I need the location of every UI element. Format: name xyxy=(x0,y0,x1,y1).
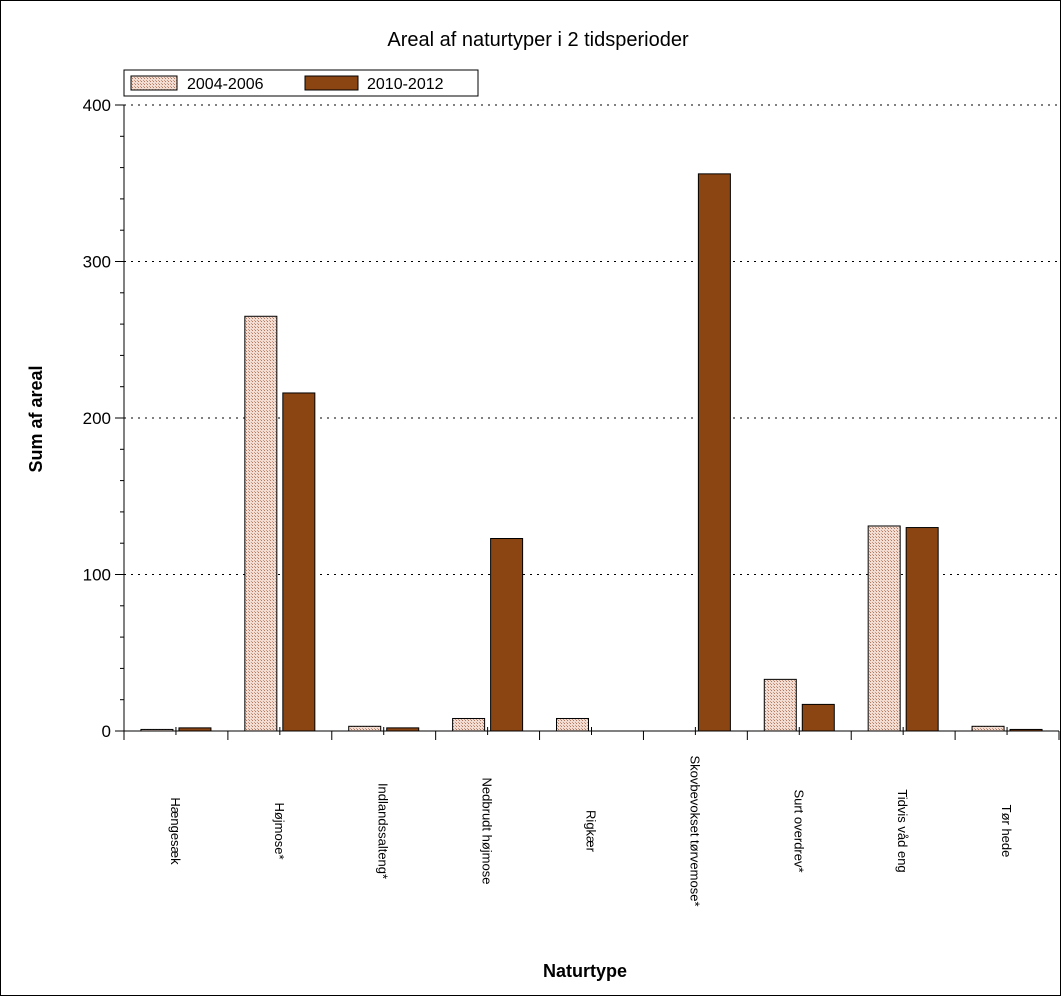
bar-indlandssalteng-2004-2006 xyxy=(348,725,382,732)
y-axis-label: Sum af areal xyxy=(26,365,46,472)
y-tick-label-200: 200 xyxy=(83,409,111,428)
x-category-label-indlandssalteng: Indlandssalteng* xyxy=(376,783,391,879)
x-category-label-tidvis-va-d-eng: Tidvis våd eng xyxy=(895,789,910,872)
gridlines xyxy=(124,104,1059,575)
bar-rigk-r-2004-2006 xyxy=(556,717,589,732)
legend: 2004-2006 2010-2012 xyxy=(123,69,479,97)
x-axis-categories: Hængesæk Højmose* Indlandssalteng* Nedbrudt… xyxy=(168,755,1014,906)
bar-nedbrudt-h-jmose-2010-2012 xyxy=(490,538,524,732)
legend-swatch-2004-2006 xyxy=(130,75,178,91)
x-category-label-surt-overdrev: Surt overdrev* xyxy=(791,789,806,872)
bar-h-jmose-2004-2006 xyxy=(244,315,278,732)
x-category-label-t-r-hede: Tør hede xyxy=(999,805,1014,858)
bar-tidvis-va-d-eng-2010-2012 xyxy=(905,527,939,732)
bar-skovbevokset-t-rvemose-2010-2012 xyxy=(697,173,731,732)
legend-swatch-2010-2012 xyxy=(304,75,359,91)
x-category-label-h-nges-k: Hængesæk xyxy=(168,797,183,865)
bar-h-jmose-2010-2012 xyxy=(282,392,316,732)
legend-label-2010-2012: 2010-2012 xyxy=(367,76,444,93)
x-axis-label: Naturtype xyxy=(543,961,627,981)
bar-surt-overdrev-2004-2006 xyxy=(763,678,797,732)
y-tick-label-300: 300 xyxy=(83,253,111,272)
bar-nedbrudt-h-jmose-2004-2006 xyxy=(452,717,486,732)
y-tick-label-0: 0 xyxy=(102,722,111,741)
legend-box xyxy=(123,69,479,97)
y-tick-label-400: 400 xyxy=(83,96,111,115)
bar-t-r-hede-2004-2006 xyxy=(971,725,1005,732)
bars xyxy=(140,173,1043,732)
x-category-label-skovbevokset-t-rvemose: Skovbevokset tørvemose* xyxy=(687,755,702,906)
x-category-label-h-jmose: Højmose* xyxy=(272,802,287,859)
bar-tidvis-va-d-eng-2004-2006 xyxy=(867,525,901,732)
chart-title: Areal af naturtyper i 2 tidsperioder xyxy=(387,29,689,51)
x-category-label-nedbrudt-h-jmose: Nedbrudt højmose xyxy=(480,778,495,885)
bar-surt-overdrev-2010-2012 xyxy=(801,703,835,732)
y-axis-ticks: 0 100 200 300 400 xyxy=(83,96,124,741)
y-tick-label-100: 100 xyxy=(83,566,111,585)
legend-label-2004-2006: 2004-2006 xyxy=(187,76,264,93)
x-category-label-rigk-r: Rigkær xyxy=(584,810,599,853)
